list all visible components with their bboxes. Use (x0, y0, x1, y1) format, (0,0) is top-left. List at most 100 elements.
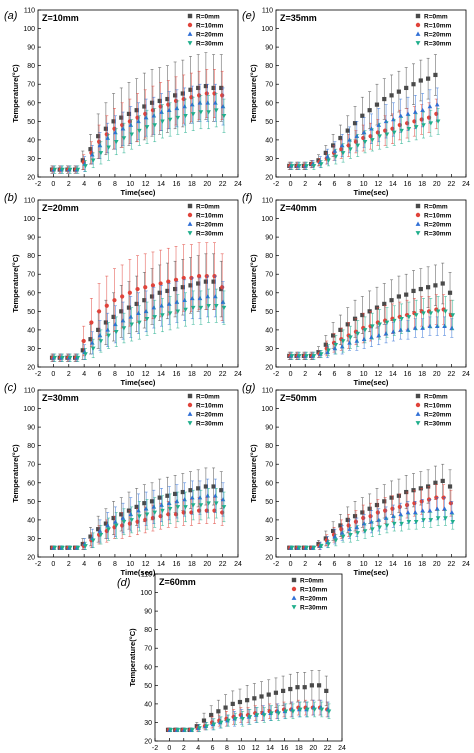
x-tick-label: 18 (418, 371, 426, 378)
data-point (302, 685, 307, 690)
x-tick-label: 18 (188, 371, 196, 378)
panel-letter: (b) (4, 192, 18, 204)
x-tick-label: 18 (188, 181, 196, 188)
x-tick-label: 6 (333, 561, 337, 568)
y-tick-label: 90 (27, 45, 35, 52)
data-point (348, 147, 353, 152)
data-point (283, 709, 289, 714)
series-R=30mm (289, 108, 441, 170)
data-point (390, 506, 395, 511)
legend: R=0mm R=10mm R=20mm R=30mm (187, 13, 223, 47)
data-point (383, 331, 389, 336)
data-point (442, 323, 447, 328)
data-point (119, 512, 124, 517)
legend-marker (415, 212, 421, 218)
legend-marker (291, 595, 297, 600)
x-axis-title: Time(sec) (354, 188, 389, 197)
data-point (447, 484, 453, 489)
y-tick-label: 90 (27, 235, 35, 242)
x-tick-label: 0 (51, 181, 55, 188)
data-point (434, 506, 440, 511)
y-tick-label: 20 (265, 175, 273, 182)
data-point (377, 134, 382, 139)
data-point (412, 501, 417, 506)
data-point (90, 346, 96, 351)
data-point (340, 151, 346, 156)
data-point (96, 134, 101, 139)
y-tick-label: 40 (265, 327, 273, 334)
data-point (197, 726, 202, 731)
data-point (418, 78, 423, 83)
data-point (318, 162, 324, 167)
data-point (339, 527, 344, 532)
legend-marker (187, 393, 193, 399)
data-point (167, 506, 173, 512)
x-tick-label: 16 (173, 371, 181, 378)
data-point (219, 85, 224, 91)
x-axis-title: Time(sec) (121, 568, 156, 577)
data-point (144, 512, 150, 517)
data-point (188, 488, 193, 493)
x-tick-label: 8 (113, 561, 117, 568)
data-point (339, 147, 344, 152)
y-tick-label: 80 (27, 63, 35, 70)
data-point (353, 139, 359, 144)
y-tick-label: 90 (265, 235, 273, 242)
legend-label: R=20mm (424, 31, 451, 38)
data-point (362, 328, 368, 333)
x-tick-label: 24 (462, 561, 470, 568)
data-point (389, 298, 394, 303)
data-point (304, 354, 309, 359)
legend-label: R=30mm (196, 420, 223, 427)
x-tick-label: 2 (67, 371, 71, 378)
data-point (213, 108, 219, 113)
x-tick-label: 24 (338, 745, 346, 752)
x-tick-label: 4 (82, 561, 86, 568)
y-tick-label: 100 (23, 406, 35, 413)
legend-label: R=0mm (196, 393, 220, 400)
x-tick-label: 8 (347, 371, 351, 378)
data-point (173, 277, 179, 282)
legend: R=0mm R=10mm R=20mm R=30mm (415, 203, 451, 237)
y-axis-title: Temperature(°C) (249, 254, 258, 313)
data-point (196, 281, 201, 286)
y-tick-label: 40 (144, 701, 152, 708)
y-tick-label: 90 (265, 45, 273, 52)
y-tick-label: 60 (265, 290, 273, 297)
data-point (440, 478, 445, 484)
data-point (289, 354, 295, 359)
y-tick-label: 50 (27, 309, 35, 316)
data-point (121, 136, 127, 141)
x-tick-label: 14 (389, 561, 397, 568)
data-point (304, 545, 309, 551)
data-point (90, 538, 96, 543)
data-point (361, 135, 366, 141)
y-axis-title: Temperature(°C) (249, 444, 258, 503)
legend-marker (291, 605, 297, 610)
panel-title: Z=35mm (280, 13, 317, 23)
legend-label: R=10mm (196, 402, 223, 409)
data-point (384, 320, 390, 325)
data-point (67, 355, 73, 361)
x-tick-label: 10 (126, 371, 134, 378)
data-point (382, 96, 387, 102)
data-point (168, 728, 174, 733)
data-point (376, 333, 382, 338)
y-tick-label: 70 (144, 646, 152, 653)
data-point (80, 348, 85, 353)
data-point (52, 545, 58, 551)
y-tick-label: 60 (27, 480, 35, 487)
y-tick-label: 50 (265, 309, 273, 316)
x-tick-label: 2 (67, 181, 71, 188)
data-point (180, 91, 185, 96)
data-point (418, 286, 423, 292)
y-tick-label: 80 (144, 627, 152, 634)
data-point (368, 514, 373, 519)
x-tick-label: 18 (188, 561, 196, 568)
data-point (361, 336, 367, 341)
data-point (412, 325, 418, 330)
